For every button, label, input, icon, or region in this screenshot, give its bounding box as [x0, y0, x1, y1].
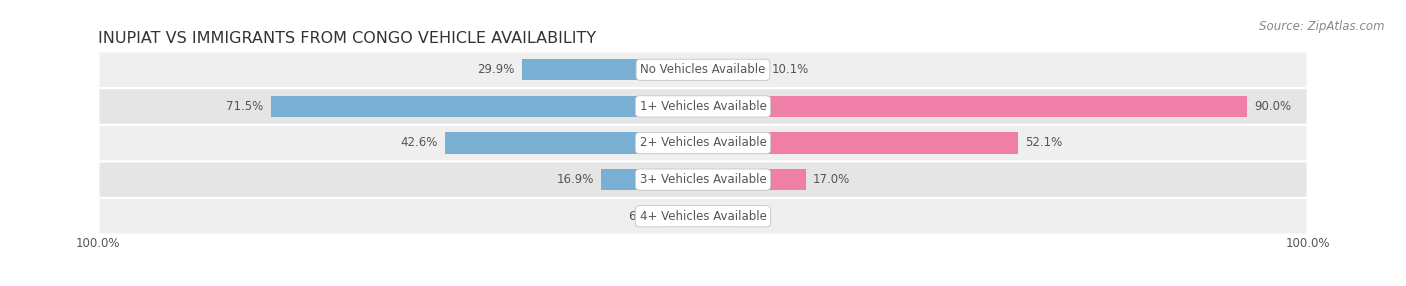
Text: 2+ Vehicles Available: 2+ Vehicles Available [640, 136, 766, 150]
Text: No Vehicles Available: No Vehicles Available [640, 63, 766, 76]
Text: 3+ Vehicles Available: 3+ Vehicles Available [640, 173, 766, 186]
Bar [665, 206, 703, 227]
Text: Source: ZipAtlas.com: Source: ZipAtlas.com [1260, 20, 1385, 33]
Bar [703, 96, 1247, 117]
FancyBboxPatch shape [98, 161, 1308, 198]
Bar [703, 169, 806, 190]
FancyBboxPatch shape [98, 125, 1308, 161]
Text: 5.2%: 5.2% [742, 210, 772, 223]
Text: 71.5%: 71.5% [226, 100, 263, 113]
Text: 6.2%: 6.2% [628, 210, 658, 223]
FancyBboxPatch shape [98, 198, 1308, 235]
FancyBboxPatch shape [98, 51, 1308, 88]
Bar [446, 132, 703, 154]
Bar [271, 96, 703, 117]
Text: 90.0%: 90.0% [1254, 100, 1292, 113]
Text: 52.1%: 52.1% [1025, 136, 1063, 150]
Text: 16.9%: 16.9% [557, 173, 593, 186]
Text: 1+ Vehicles Available: 1+ Vehicles Available [640, 100, 766, 113]
Text: 4+ Vehicles Available: 4+ Vehicles Available [640, 210, 766, 223]
Text: INUPIAT VS IMMIGRANTS FROM CONGO VEHICLE AVAILABILITY: INUPIAT VS IMMIGRANTS FROM CONGO VEHICLE… [98, 31, 596, 46]
Text: 42.6%: 42.6% [401, 136, 439, 150]
Bar [522, 59, 703, 80]
Bar [703, 59, 763, 80]
Bar [600, 169, 703, 190]
Text: 10.1%: 10.1% [772, 63, 808, 76]
Text: 29.9%: 29.9% [478, 63, 515, 76]
Bar [703, 206, 734, 227]
Text: 17.0%: 17.0% [813, 173, 851, 186]
Bar [703, 132, 1018, 154]
FancyBboxPatch shape [98, 88, 1308, 125]
